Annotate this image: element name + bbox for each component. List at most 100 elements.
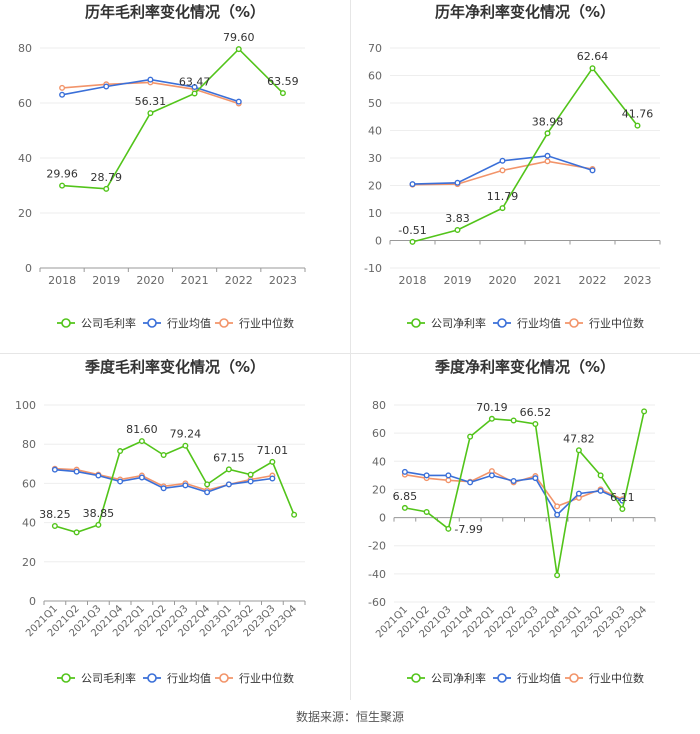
industry_avg-data-point: [409, 181, 416, 188]
y-tick-label: 20: [372, 483, 386, 496]
y-tick-label: 20: [18, 207, 32, 220]
data-label: 67.15: [213, 451, 245, 464]
x-tick-label: 2018: [399, 274, 427, 287]
industry_avg-data-point: [401, 468, 408, 475]
industry_median-data-point: [544, 158, 551, 165]
company-data-point: [117, 448, 124, 455]
company-data-point: [247, 471, 254, 478]
legend-label: 行业中位数: [239, 671, 294, 685]
company-data-point: [147, 110, 154, 117]
data-label: 79.60: [223, 31, 255, 44]
data-label: 47.82: [563, 432, 595, 445]
y-tick-label: -20: [368, 540, 386, 553]
data-label: 29.96: [46, 168, 78, 181]
y-tick-label: 10: [368, 207, 382, 220]
company-data-point: [641, 408, 648, 415]
company-data-point: [589, 65, 596, 72]
industry_avg-data-point: [73, 468, 80, 475]
company-data-point: [160, 451, 167, 458]
data-label: 28.79: [91, 171, 123, 184]
quarterly-gross-margin-chart: 季度毛利率变化情况（%）0204060801002021Q12021Q22021…: [15, 358, 306, 685]
x-tick-label: 2019: [92, 274, 120, 287]
x-tick-label: 2018: [48, 274, 76, 287]
company-data-point: [401, 504, 408, 511]
industry_avg-data-point: [467, 479, 474, 486]
legend-label: 公司净利率: [431, 671, 486, 685]
chart-title: 历年净利率变化情况（%）: [435, 3, 615, 21]
y-tick-label: -60: [368, 596, 386, 609]
y-tick-label: 60: [368, 70, 382, 83]
company-data-point: [191, 90, 198, 97]
y-tick-label: 100: [15, 399, 36, 412]
industry_avg-data-point: [138, 474, 145, 481]
industry_avg-data-point: [247, 478, 254, 485]
y-tick-label: 60: [22, 477, 36, 490]
industry_avg-data-point: [95, 472, 102, 479]
company-data-point: [575, 447, 582, 454]
company-data-point: [467, 433, 474, 440]
annual-net-margin-chart: 历年净利率变化情况（%） -10 0 10 20 30 40 50 60 70 2018 2019 20…: [364, 3, 661, 330]
x-tick-label: 2023: [269, 274, 297, 287]
industry_avg-data-point: [554, 511, 561, 518]
industry_avg-data-point: [103, 83, 110, 90]
legend-swatch-marker: [61, 318, 71, 328]
y-tick-label: 60: [18, 97, 32, 110]
company-data-point: [409, 238, 416, 245]
company-data-point: [95, 521, 102, 528]
industry_median-data-point: [445, 477, 452, 484]
company-data-point: [544, 130, 551, 137]
company-data-point: [59, 182, 66, 189]
company-data-point: [532, 420, 539, 427]
company-series-line: [412, 66, 639, 243]
data-label: 6.11: [610, 491, 635, 504]
industry_avg-data-point: [589, 167, 596, 174]
industry_avg-data-point: [575, 490, 582, 497]
data-label: -7.99: [454, 523, 482, 536]
company-data-point: [73, 529, 80, 536]
company-data-point: [488, 415, 495, 422]
legend-swatch-marker: [569, 673, 579, 683]
company-series-line: [54, 440, 295, 534]
y-tick-label: 0: [25, 262, 32, 275]
company-data-point: [269, 458, 276, 465]
y-tick-label: 40: [368, 125, 382, 138]
y-tick-label: 40: [18, 152, 32, 165]
legend-label: 公司毛利率: [81, 671, 136, 685]
legend-swatch-marker: [147, 673, 157, 683]
data-label: 38.25: [39, 508, 71, 521]
company-data-point: [499, 205, 506, 212]
data-label: 79.24: [170, 428, 202, 441]
industry_avg-data-point: [454, 179, 461, 186]
chart-title: 季度毛利率变化情况（%）: [85, 358, 265, 376]
industry_avg-data-point: [488, 472, 495, 479]
y-tick-label: 20: [368, 180, 382, 193]
company-data-point: [51, 523, 58, 530]
company-data-point: [279, 90, 286, 97]
company-series-line: [62, 47, 284, 190]
chart-title: 季度净利率变化情况（%）: [435, 358, 615, 376]
legend-swatch-marker: [411, 673, 421, 683]
vertical-divider: [350, 0, 351, 700]
y-tick-label: 0: [379, 512, 386, 525]
company-data-point: [597, 472, 604, 479]
industry_avg-data-point: [204, 489, 211, 496]
company-data-point: [138, 438, 145, 445]
industry_avg-data-point: [445, 472, 452, 479]
legend-swatch-marker: [497, 673, 507, 683]
company-data-point: [554, 572, 561, 579]
data-label: 3.83: [445, 212, 470, 225]
legend-label: 公司净利率: [431, 316, 486, 330]
data-label: 6.85: [393, 490, 418, 503]
industry_median-series-line: [404, 470, 623, 508]
company-data-point: [619, 505, 626, 512]
legend-swatch-marker: [497, 318, 507, 328]
legend-label: 行业均值: [517, 672, 561, 685]
x-tick-label: 2021: [534, 274, 562, 287]
legend-swatch-marker: [219, 318, 229, 328]
y-tick-label: -40: [368, 568, 386, 581]
industry_avg-data-point: [182, 482, 189, 489]
legend-label: 行业均值: [167, 672, 211, 685]
industry_avg-data-point: [225, 481, 232, 488]
company-data-point: [204, 481, 211, 488]
